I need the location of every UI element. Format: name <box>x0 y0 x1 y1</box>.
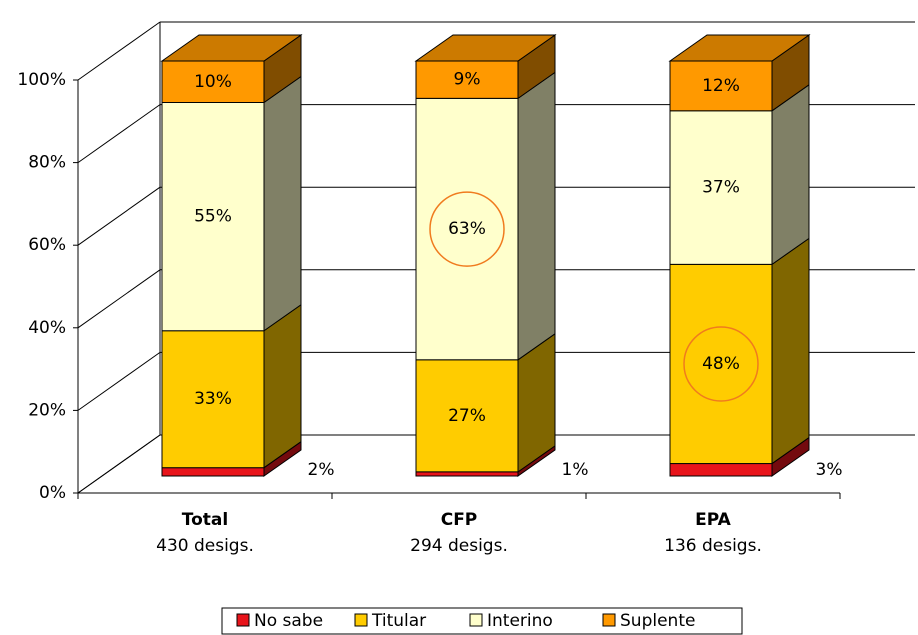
bar-side <box>517 71 556 361</box>
y-tick-label: 20% <box>28 400 66 420</box>
bar-top <box>414 34 557 62</box>
legend-swatch <box>354 613 368 627</box>
bar-top <box>668 34 811 62</box>
grid-line <box>77 104 161 164</box>
bar <box>669 463 773 477</box>
bar-side <box>263 303 302 469</box>
grid-line <box>77 186 161 246</box>
data-label: 2% <box>308 460 335 480</box>
data-label: 33% <box>194 389 232 409</box>
legend-swatch <box>602 613 616 627</box>
y-tick-label: 0% <box>39 483 66 503</box>
bar <box>669 60 773 112</box>
data-label: 63% <box>448 219 486 239</box>
x-tick-label: CFP <box>441 510 478 530</box>
data-label: 27% <box>448 406 486 426</box>
x-tick-note: 294 desigs. <box>410 536 508 556</box>
bar-side <box>771 237 810 465</box>
bar <box>161 330 265 469</box>
x-tick-note: 430 desigs. <box>156 536 254 556</box>
grid-line <box>77 269 161 329</box>
y-tick-label: 100% <box>17 70 66 90</box>
x-tick-label: Total <box>182 510 228 530</box>
x-tick-note: 136 desigs. <box>664 536 762 556</box>
data-label: 3% <box>816 460 843 480</box>
data-label: 12% <box>702 76 740 96</box>
y-tick-label: 60% <box>28 235 66 255</box>
x-tick-label: EPA <box>695 510 732 530</box>
bar <box>669 263 773 465</box>
data-label: 48% <box>702 354 740 374</box>
bar-top <box>160 34 303 62</box>
bar-side <box>771 83 810 266</box>
bar <box>415 359 519 473</box>
bar-side <box>263 75 302 332</box>
bar <box>415 471 519 477</box>
legend-label: Suplente <box>620 611 695 631</box>
bar <box>415 97 519 361</box>
grid-line <box>77 351 161 411</box>
y-tick-label: 40% <box>28 318 66 338</box>
legend-swatch <box>469 613 483 627</box>
data-label: 1% <box>562 460 589 480</box>
data-label: 9% <box>454 70 481 90</box>
legend-label: Titular <box>371 611 426 631</box>
data-label: 37% <box>702 178 740 198</box>
bar <box>669 110 773 265</box>
bar <box>161 467 265 477</box>
y-tick-label: 80% <box>28 153 66 173</box>
legend-swatch <box>236 613 250 627</box>
highlight-circle <box>683 326 759 402</box>
bar <box>161 102 265 332</box>
data-label: 10% <box>194 72 232 92</box>
grid-line <box>77 434 161 494</box>
highlight-circle <box>429 191 505 267</box>
grid-line <box>77 21 161 81</box>
legend-label: Interino <box>487 611 553 631</box>
data-label: 55% <box>194 207 232 227</box>
legend-label: No sabe <box>254 611 323 631</box>
